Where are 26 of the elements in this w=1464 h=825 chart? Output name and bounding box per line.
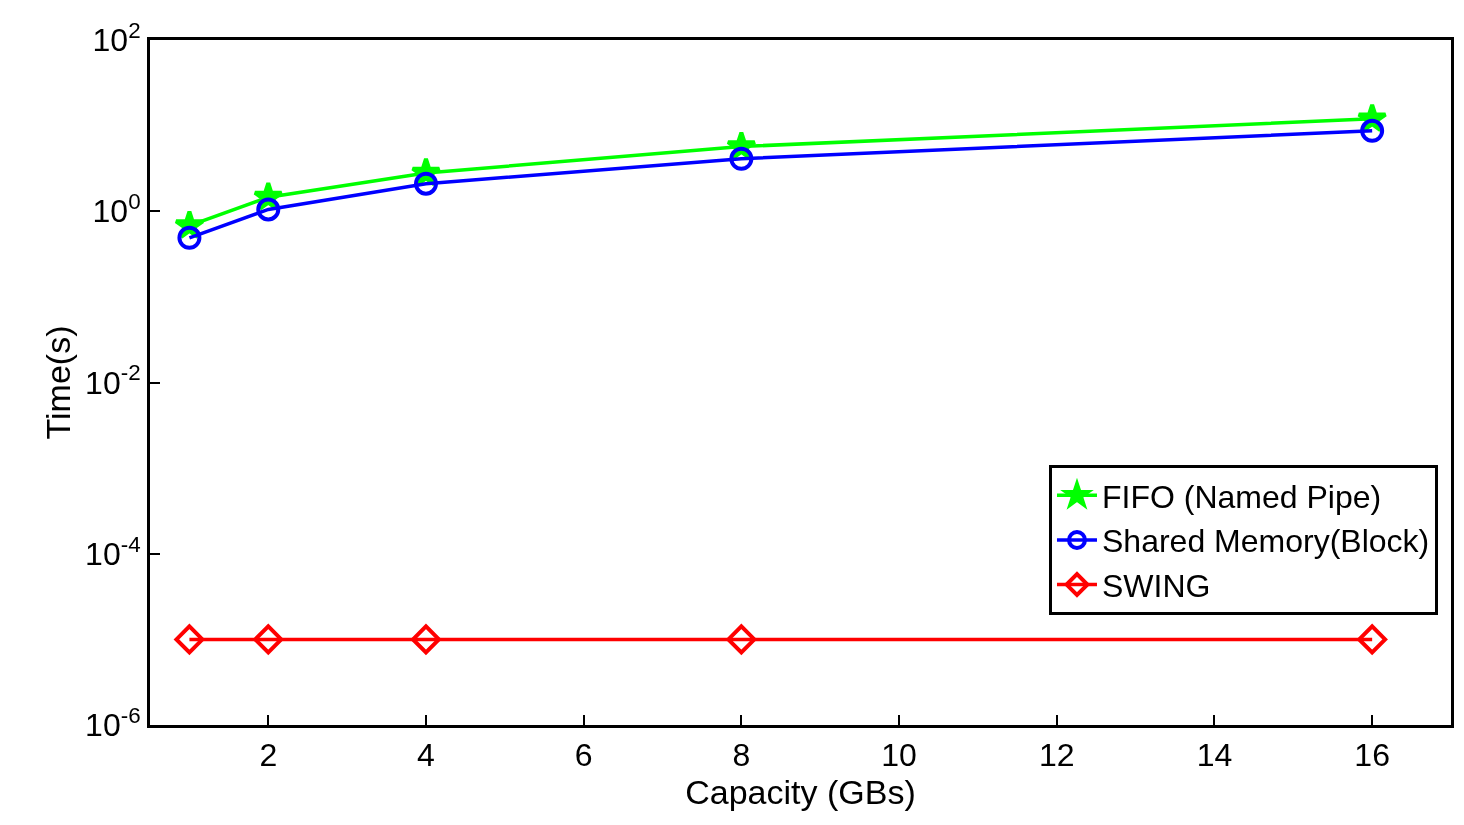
x-tick-label: 8: [732, 737, 751, 774]
x-axis-title: Capacity (GBs): [685, 773, 916, 812]
legend-label: FIFO (Named Pipe): [1101, 478, 1382, 515]
x-tick-label: 12: [1038, 737, 1075, 774]
y-axis-title: Time(s): [38, 325, 77, 440]
y-tick-label: 10$^{-2}$: [85, 360, 141, 401]
y-tick-label: 10$^{0}$: [92, 189, 141, 230]
x-tick-label: 10: [881, 737, 917, 774]
y-tick-label: 10$^{-4}$: [85, 531, 141, 572]
x-tick-label: 16: [1354, 737, 1390, 774]
point: [410, 624, 441, 655]
point: [174, 624, 205, 655]
point: [177, 225, 202, 250]
x-tick-label: 14: [1196, 737, 1233, 774]
legend-label: SWING: [1101, 568, 1211, 605]
point: [256, 197, 281, 222]
x-tick-label: 4: [417, 737, 435, 774]
x-tick-label: 2: [259, 737, 278, 774]
y-tick-label: 10$^{2}$: [92, 17, 141, 59]
y-tick-label: 10$^{-6}$: [85, 702, 141, 744]
point: [726, 624, 757, 655]
point: [1357, 624, 1388, 655]
point: [253, 624, 284, 655]
legend-label: Shared Memory(Block): [1101, 523, 1430, 560]
point: [729, 146, 754, 171]
x-tick-label: 6: [574, 737, 593, 774]
